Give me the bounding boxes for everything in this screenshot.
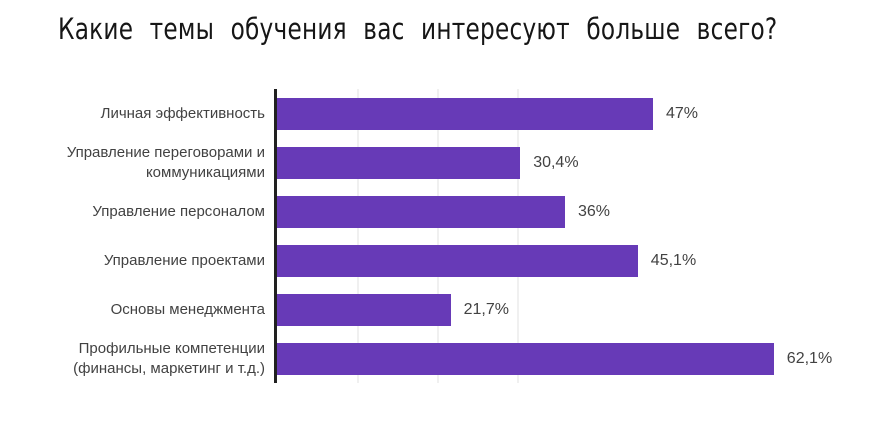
- y-axis-line: [274, 89, 277, 383]
- gridline: [517, 89, 519, 383]
- gridlines: [277, 89, 789, 383]
- bar: [277, 146, 521, 179]
- bar-chart: Личная эффективность 47% Управление перего…: [0, 89, 891, 383]
- category-label: Основы менеджмента: [110, 300, 265, 318]
- bar-track: 36%: [277, 187, 789, 236]
- bar: [277, 244, 638, 277]
- chart-row: Управление персоналом 36%: [0, 187, 891, 236]
- bar: [277, 293, 451, 326]
- chart-row: Управление проектами 45,1%: [0, 236, 891, 285]
- bar: [277, 195, 565, 228]
- chart-rows: Личная эффективность 47% Управление перего…: [0, 89, 891, 383]
- chart-row: Управление переговорами и коммуникациями…: [0, 138, 891, 187]
- bar-track: 30,4%: [277, 138, 789, 187]
- category-label: Личная эффективность: [100, 104, 265, 122]
- category-label: Профильные компетенции (финансы, маркети…: [73, 340, 265, 377]
- value-label: 30,4%: [533, 153, 579, 171]
- chart-row: Профильные компетенции (финансы, маркети…: [0, 334, 891, 383]
- bar-track: 62,1%: [277, 334, 832, 383]
- bar-track: 47%: [277, 89, 789, 138]
- gridline: [437, 89, 439, 383]
- value-label: 21,7%: [463, 300, 509, 318]
- bar-track: 21,7%: [277, 285, 789, 334]
- chart-title: Какие темы обучения вас интересуют больш…: [58, 12, 778, 46]
- gridline: [357, 89, 359, 383]
- value-label: 47%: [666, 104, 699, 122]
- category-label: Управление переговорами и коммуникациями: [66, 144, 265, 181]
- bar: [277, 97, 653, 130]
- category-label: Управление персоналом: [92, 202, 265, 220]
- category-label: Управление проектами: [103, 251, 265, 269]
- bar: [277, 342, 774, 375]
- value-label: 62,1%: [786, 349, 833, 367]
- chart-row: Основы менеджмента 21,7%: [0, 285, 891, 334]
- bar-track: 45,1%: [277, 236, 789, 285]
- value-label: 45,1%: [650, 251, 697, 269]
- value-label: 36%: [578, 202, 611, 220]
- chart-row: Личная эффективность 47%: [0, 89, 891, 138]
